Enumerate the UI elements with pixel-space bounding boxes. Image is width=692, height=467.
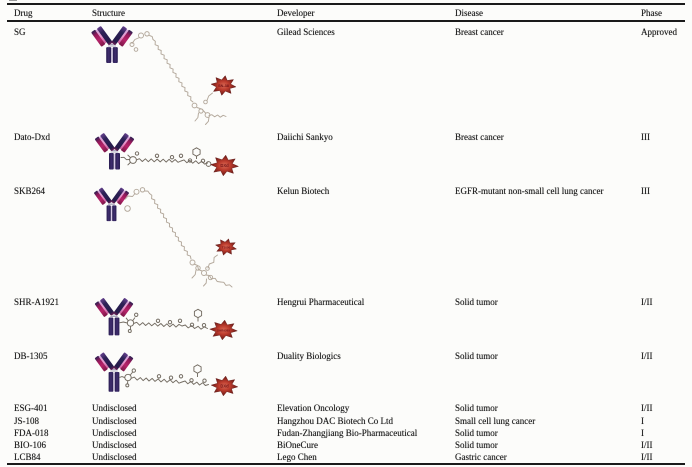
svg-text:T1000: T1000 [222,245,231,249]
svg-text:DXd: DXd [220,383,229,388]
svg-text:SHR9265: SHR9265 [217,328,230,332]
svg-text:DXd: DXd [220,163,229,168]
svg-text:SN-38: SN-38 [218,84,229,88]
